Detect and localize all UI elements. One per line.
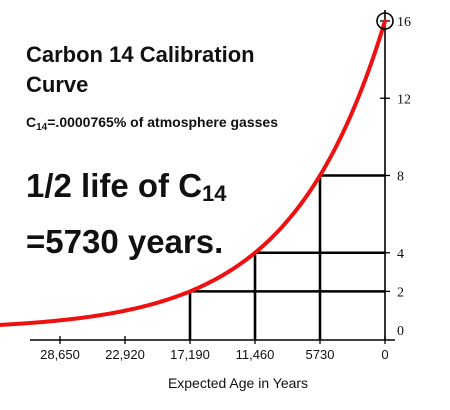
y-tick-label: 2 (397, 285, 404, 300)
halflife-annotation-line2: =5730 years. (26, 223, 223, 260)
decay-curve-point (318, 174, 322, 177)
y-tick-label: 16 (397, 15, 411, 30)
chart-title: Carbon 14 Calibration (26, 42, 255, 67)
x-tick-label: 17,190 (170, 347, 210, 362)
x-tick-label: 5730 (306, 347, 335, 362)
axis-ticks: 28,650 22,920 17,190 11,460 5730 00 2 4 8 12 16 (40, 15, 411, 362)
y-tick-label: 12 (397, 92, 411, 107)
decay-curve-point (58, 318, 62, 322)
decay-curve-layer (0, 19, 387, 327)
decay-curve-point (123, 309, 127, 313)
x-tick-label: 11,460 (236, 347, 275, 362)
halflife-step-lines (188, 174, 385, 340)
x-tick-label: 22,920 (105, 347, 145, 362)
x-tick-label: 0 (381, 347, 388, 362)
halflife-annotation-line1: 1/2 life of C14 (26, 167, 227, 206)
chart-subtitle: C14=.0000765% of atmosphere gasses (26, 114, 278, 133)
x-tick-label: 28,650 (40, 347, 80, 362)
decay-curve-point (383, 19, 387, 23)
x-axis-label: Expected Age in Years (168, 375, 308, 391)
decay-curve-point (0, 323, 1, 327)
decay-curve-point (253, 251, 257, 255)
y-tick-label: 8 (397, 170, 404, 185)
y-tick-label: 4 (397, 247, 404, 262)
curve-endpoint-marker (376, 12, 394, 30)
y-tick-label: 0 (397, 324, 404, 339)
decay-curve-point (188, 289, 192, 293)
chart-title-line2: Curve (26, 72, 88, 97)
